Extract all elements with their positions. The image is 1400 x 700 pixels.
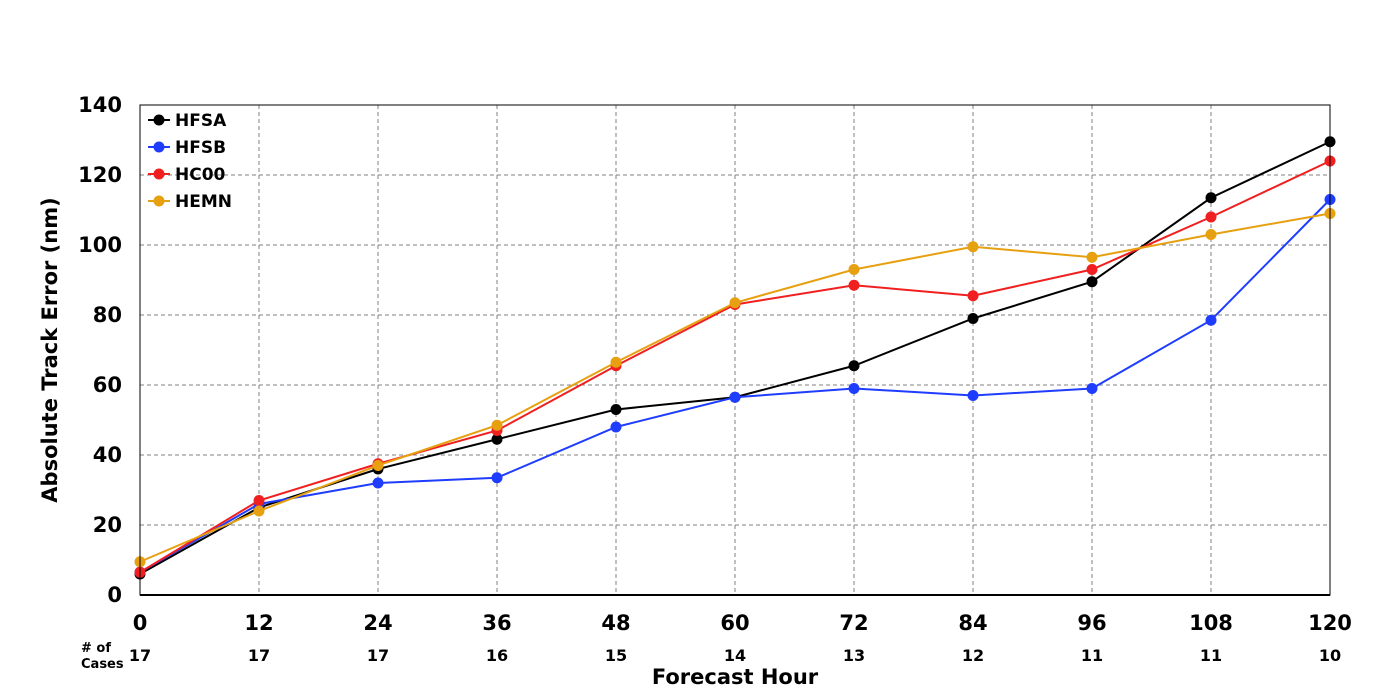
data-point: [1086, 383, 1098, 394]
legend-swatch-marker: [153, 168, 165, 180]
case-count: 13: [843, 646, 865, 665]
data-point: [253, 505, 265, 517]
data-point: [848, 264, 860, 275]
series-layer: [134, 136, 1336, 580]
data-point: [372, 477, 384, 489]
legend-swatch-marker: [153, 141, 165, 153]
cases-label-line1: # of: [81, 641, 111, 656]
y-tick-label: 80: [93, 303, 122, 327]
data-point: [1205, 314, 1217, 326]
case-count: 11: [1200, 646, 1222, 665]
data-point: [610, 404, 622, 415]
data-point: [848, 360, 860, 372]
x-tick-label: 12: [244, 611, 273, 635]
legend-swatch-marker: [153, 114, 165, 126]
x-tick-label: 36: [482, 611, 511, 635]
case-count: 10: [1319, 646, 1341, 665]
case-count: 15: [605, 646, 627, 665]
y-tick-label: 140: [78, 93, 122, 117]
data-point: [967, 313, 979, 324]
data-point: [1086, 276, 1098, 288]
cases-label-line2: Cases: [81, 657, 124, 672]
series-hemn: [134, 208, 1336, 568]
cases-row: 17 17 17 16 15 14 13 12 11 11 10: [129, 646, 1341, 665]
legend-swatch-marker: [153, 195, 165, 207]
data-point: [967, 390, 979, 401]
x-tick-label: 96: [1077, 611, 1106, 635]
data-point: [491, 472, 503, 484]
legend-item-hemn: HEMN: [148, 192, 232, 212]
data-point: [610, 421, 622, 433]
x-tick-label: 60: [720, 611, 749, 635]
legend-item-hfsb: HFSB: [148, 138, 226, 158]
x-tick-label: 0: [133, 611, 148, 635]
legend-label: HFSA: [175, 111, 227, 131]
y-tick-label: 0: [107, 583, 122, 607]
data-point: [491, 419, 503, 431]
data-point: [967, 290, 979, 302]
x-tick-label: 108: [1189, 611, 1233, 635]
case-count: 16: [486, 646, 508, 665]
case-count: 17: [129, 646, 151, 665]
x-tick-label: 84: [958, 611, 987, 635]
data-point: [253, 495, 265, 506]
y-axis-label: Absolute Track Error (nm): [38, 197, 62, 502]
legend-label: HC00: [175, 165, 226, 185]
grid: [140, 105, 1330, 595]
x-axis-label: Forecast Hour: [652, 665, 819, 689]
legend-item-hc00: HC00: [148, 165, 226, 185]
case-count: 12: [962, 646, 984, 665]
data-point: [491, 433, 503, 445]
data-point: [729, 391, 741, 403]
data-point: [848, 383, 860, 394]
legend-label: HFSB: [175, 138, 226, 158]
case-count: 17: [367, 646, 389, 665]
x-tick-label: 24: [363, 611, 392, 635]
y-tick-label: 100: [78, 233, 122, 257]
case-count: 17: [248, 646, 270, 665]
legend: HFSA HFSB HC00 HEMN: [148, 111, 232, 212]
data-point: [1205, 229, 1217, 240]
y-tick-label: 40: [93, 443, 122, 467]
data-point: [967, 241, 979, 253]
case-count: 14: [724, 646, 746, 665]
x-axis-ticks: 0 12 24 36 48 60 72 84 96 108 120: [133, 611, 1352, 635]
y-tick-label: 20: [93, 513, 122, 537]
data-point: [848, 279, 860, 291]
data-point: [1086, 264, 1098, 275]
x-tick-label: 72: [839, 611, 868, 635]
legend-label: HEMN: [175, 192, 232, 212]
data-point: [372, 460, 384, 471]
data-point: [1205, 211, 1217, 223]
y-tick-label: 120: [78, 163, 122, 187]
y-axis-ticks: 0 20 40 60 80 100 120 140: [78, 93, 122, 607]
legend-item-hfsa: HFSA: [148, 111, 227, 131]
data-point: [610, 356, 622, 368]
data-point: [729, 297, 741, 309]
case-count: 11: [1081, 646, 1103, 665]
data-point: [1086, 251, 1098, 263]
x-tick-label: 48: [601, 611, 630, 635]
data-point: [1205, 192, 1217, 204]
x-tick-label: 120: [1308, 611, 1352, 635]
y-tick-label: 60: [93, 373, 122, 397]
